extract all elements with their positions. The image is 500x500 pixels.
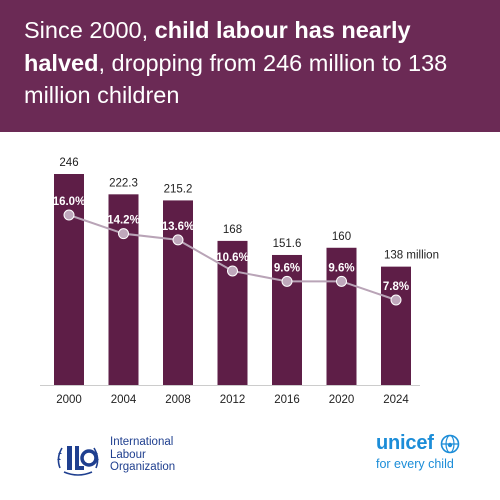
- share-label-2016: 9.6%: [274, 262, 300, 274]
- share-label-2000: 16.0%: [53, 196, 86, 208]
- headline-bold: child labour has nearly halved: [24, 17, 411, 76]
- bar-value-label-2012: 168: [223, 224, 242, 236]
- x-tick-label-2024: 2024: [383, 394, 409, 406]
- ilo-line-3: Organization: [110, 461, 176, 474]
- share-marker-2020: [336, 275, 347, 287]
- unicef-wordmark: unicef: [376, 432, 434, 454]
- share-marker-2016: [281, 275, 293, 287]
- headline-banner: Since 2000, child labour has nearly halv…: [0, 0, 500, 132]
- share-label-2020: 9.6%: [328, 262, 354, 274]
- ilo-emblem-icon: [57, 446, 99, 476]
- bar-value-label-2024: 138 million: [384, 250, 439, 262]
- unicef-globe-icon: [440, 434, 460, 453]
- share-label-2008: 13.6%: [162, 221, 195, 233]
- share-marker-2024: [390, 294, 402, 306]
- share-label-2012: 10.6%: [216, 252, 249, 264]
- bar-value-label-2008: 215.2: [164, 183, 193, 195]
- x-tick-label-2016: 2016: [274, 394, 300, 406]
- bar-2000: [54, 174, 84, 385]
- x-tick-label-2004: 2004: [111, 394, 137, 406]
- unicef-logo: unicef for every child: [376, 432, 460, 471]
- share-marker-2012: [227, 265, 238, 277]
- share-label-2004: 14.2%: [107, 215, 140, 227]
- ilo-wordmark: International Labour Organization: [110, 436, 175, 474]
- share-marker-2004: [118, 228, 129, 240]
- unicef-tagline: for every child: [376, 457, 454, 471]
- headline-part-2: , dropping from 246 million to 138 milli…: [24, 49, 448, 109]
- bar-value-label-2000: 246: [59, 157, 78, 169]
- x-tick-label-2000: 2000: [56, 394, 82, 406]
- bar-value-label-2004: 222.3: [109, 177, 138, 189]
- headline: Since 2000, child labour has nearly halv…: [24, 14, 484, 112]
- x-tick-label-2008: 2008: [165, 394, 191, 406]
- x-tick-label-2012: 2012: [220, 394, 246, 406]
- bar-value-label-2020: 160: [332, 231, 351, 243]
- share-label-2024: 7.8%: [383, 281, 409, 293]
- x-tick-label-2020: 2020: [329, 394, 355, 406]
- share-marker-2008: [172, 234, 184, 246]
- ilo-line-2: Labour: [110, 448, 146, 461]
- child-labour-chart: 246 222.3 215.2 168 151.6 160 138 million 2000 2…: [40, 157, 439, 406]
- footer: International Labour Organization unicef…: [0, 418, 500, 500]
- bar-2016: [272, 254, 302, 385]
- bar-2020: [326, 247, 357, 385]
- bar-2008: [163, 200, 193, 385]
- bar-2004: [108, 194, 139, 385]
- bar-value-label-2016: 151.6: [273, 238, 302, 250]
- bar-2024: [381, 266, 411, 385]
- ilo-line-1: International: [110, 436, 174, 448]
- share-marker-2000: [63, 209, 75, 221]
- headline-part-1: Since 2000,: [24, 17, 155, 43]
